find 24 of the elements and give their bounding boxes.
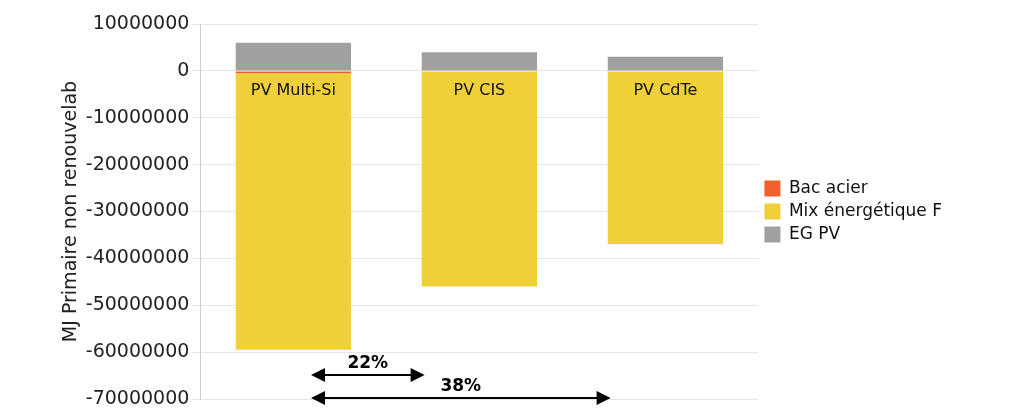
x-tick-label: PV CIS [453, 80, 506, 100]
annotation: 38% [440, 374, 482, 395]
x-tick-label: PV Multi-Si [250, 80, 336, 100]
x-tick-label: PV CdTe [633, 80, 698, 100]
bar [235, 42, 352, 71]
legend-label: Mix énergétique F [788, 199, 943, 220]
y-tick-label: -60000000 [85, 339, 190, 362]
legend-label: EG PV [788, 222, 841, 243]
y-tick-label: 0 [177, 57, 190, 80]
bar [235, 73, 352, 350]
y-tick-label: -20000000 [85, 151, 190, 174]
y-tick-label: -50000000 [85, 292, 190, 315]
y-tick-label: 10000000 [92, 10, 190, 33]
y-axis-title: MJ Primaire non renouvelab [58, 80, 81, 343]
bar [421, 71, 538, 287]
bar [421, 52, 538, 71]
annotation: 22% [347, 351, 389, 372]
bar [607, 56, 724, 71]
y-tick-label: -40000000 [85, 245, 190, 268]
bar [607, 71, 724, 245]
y-tick-label: -10000000 [85, 104, 190, 127]
y-tick-label: -70000000 [85, 385, 190, 408]
y-tick-label: -30000000 [85, 198, 190, 221]
legend-label: Bac acier [788, 176, 868, 197]
